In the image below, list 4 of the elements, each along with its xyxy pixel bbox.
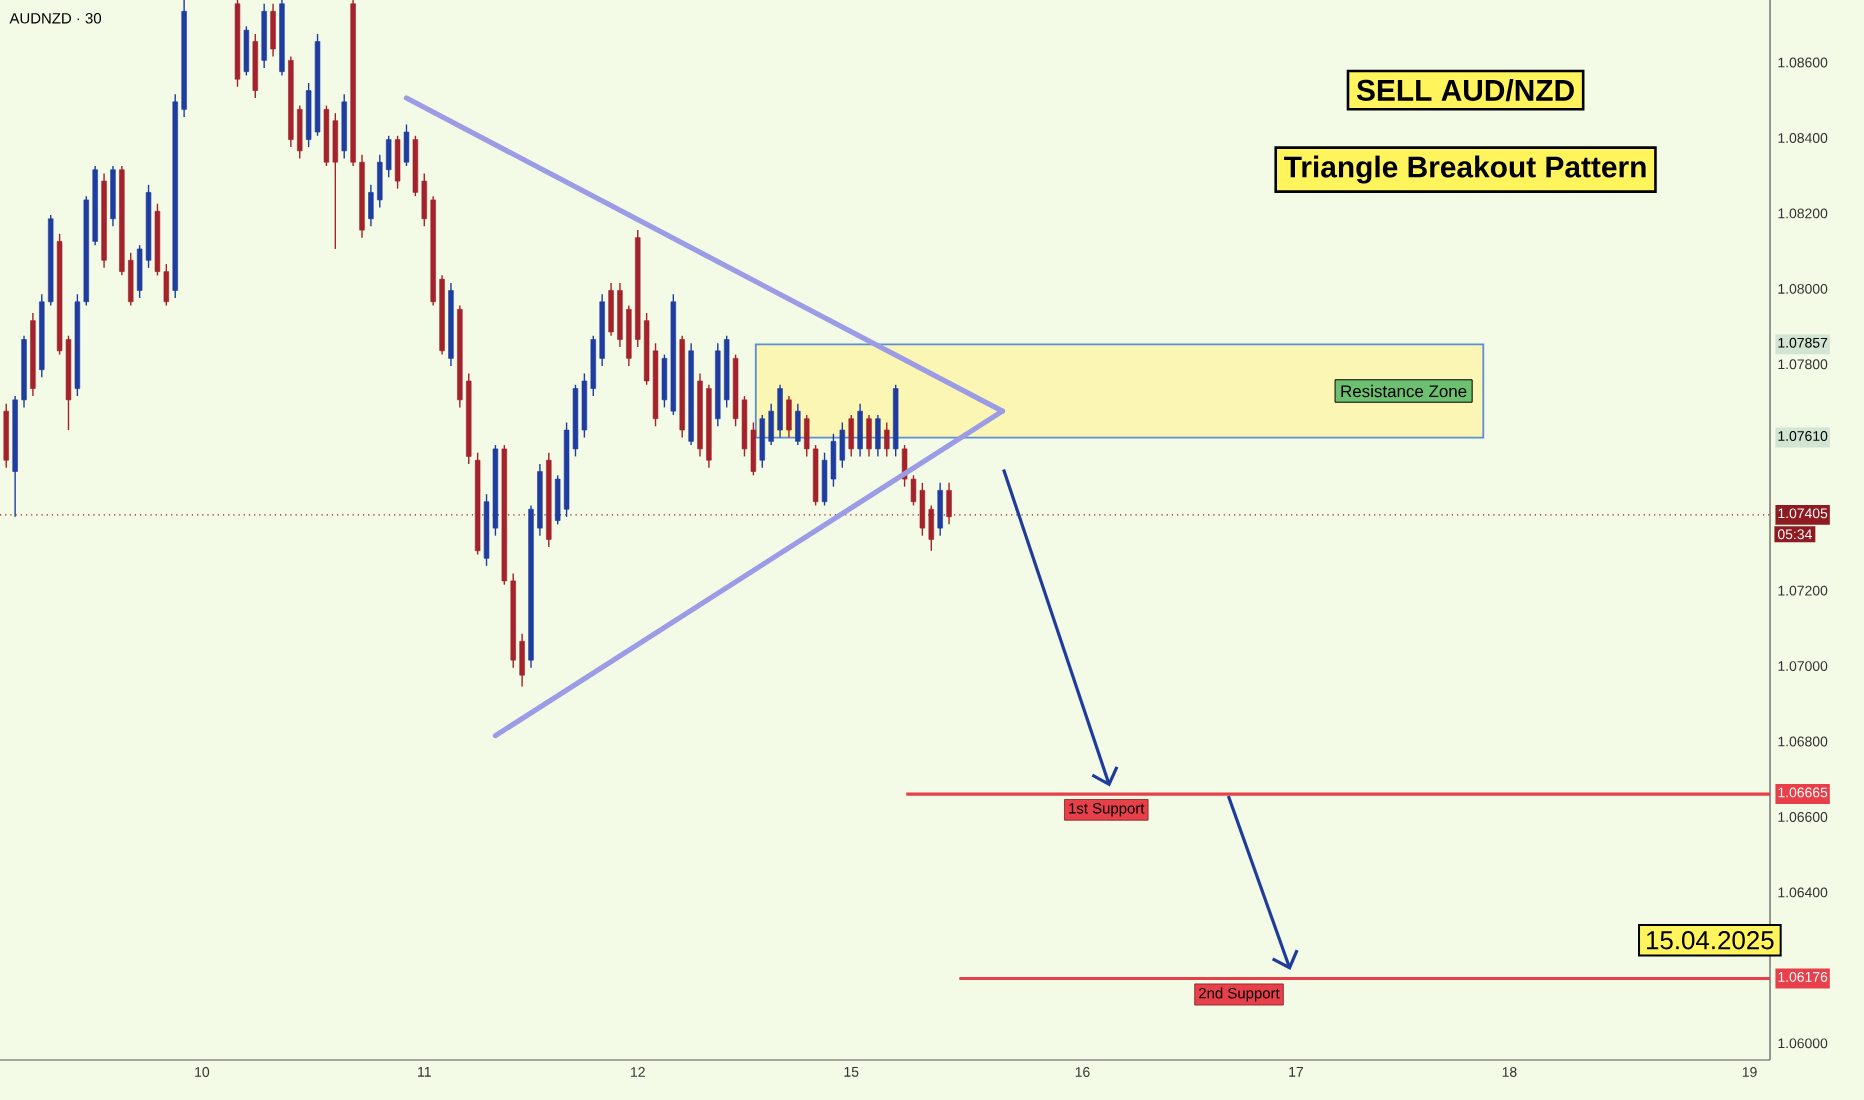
annotation: 15.04.2025: [1646, 931, 1774, 950]
band-label: Resistance Zone: [1341, 384, 1467, 398]
text: Triangle Breakout Pattern: [1284, 155, 1646, 184]
text: SELL AUD/NZD: [1356, 78, 1574, 102]
